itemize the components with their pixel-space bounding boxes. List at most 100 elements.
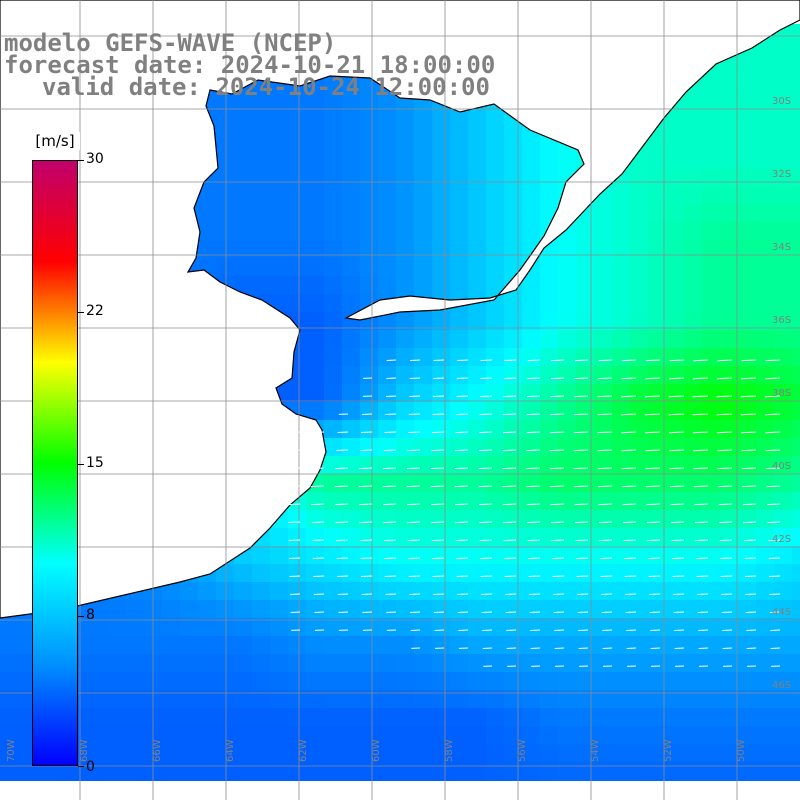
wind-speed-cell [396, 204, 415, 223]
wind-speed-cell [774, 672, 793, 691]
wind-speed-cell [558, 492, 577, 511]
wind-speed-cell [288, 726, 307, 745]
wind-speed-cell [594, 510, 613, 529]
wind-speed-cell [522, 276, 541, 295]
wind-arrow [455, 521, 469, 524]
wind-speed-cell [126, 654, 145, 673]
wind-speed-cell [756, 114, 775, 133]
wind-arrow [526, 503, 541, 506]
wind-speed-cell [144, 600, 163, 619]
wind-speed-cell [396, 492, 415, 511]
wind-speed-cell [522, 708, 541, 727]
wind-speed-cell [234, 744, 253, 763]
wind-speed-cell [756, 456, 775, 475]
wind-arrow [622, 359, 637, 362]
wind-speed-cell [558, 762, 577, 781]
wind-speed-cell [270, 546, 289, 565]
wind-speed-cell [378, 348, 397, 367]
wind-speed-cell [396, 258, 415, 277]
wind-speed-cell [504, 762, 523, 781]
wind-speed-cell [162, 618, 181, 637]
colorbar-tickmark [78, 464, 84, 465]
wind-speed-cell [252, 150, 271, 169]
wind-arrow [480, 359, 493, 362]
wind-speed-cell [432, 492, 451, 511]
wind-speed-cell [558, 276, 577, 295]
wind-speed-cell [558, 456, 577, 475]
wind-speed-cell [756, 618, 775, 637]
wind-arrow [312, 449, 325, 452]
wind-speed-cell [0, 690, 19, 709]
wind-speed-cell [216, 672, 235, 691]
wind-speed-cell [90, 708, 109, 727]
wind-arrow [740, 395, 757, 398]
wind-speed-cell [288, 276, 307, 295]
wind-speed-cell [342, 510, 361, 529]
wind-speed-cell [774, 222, 793, 241]
wind-speed-cell [630, 384, 649, 403]
wind-speed-cell [738, 294, 757, 313]
wind-speed-cell [414, 762, 433, 781]
wind-speed-cell [594, 366, 613, 385]
wind-speed-cell [468, 150, 487, 169]
wind-arrow [359, 467, 373, 470]
wind-speed-cell [756, 438, 775, 457]
wind-speed-cell [288, 564, 307, 583]
wind-speed-cell [324, 456, 343, 475]
wind-speed-cell [594, 762, 613, 781]
wind-speed-cell [432, 654, 451, 673]
wind-speed-cell [432, 708, 451, 727]
wind-arrow [361, 431, 373, 434]
wind-speed-cell [522, 510, 541, 529]
wind-speed-cell [180, 618, 199, 637]
wind-speed-cell [684, 240, 703, 259]
wind-speed-cell [648, 492, 667, 511]
wind-speed-cell [306, 708, 325, 727]
wind-arrow [669, 485, 685, 488]
wind-speed-cell [666, 726, 685, 745]
wind-speed-cell [414, 564, 433, 583]
wind-speed-cell [378, 420, 397, 439]
wind-speed-cell [360, 528, 379, 547]
wind-speed-cell [666, 762, 685, 781]
wind-arrow [311, 521, 325, 524]
wind-speed-cell [702, 132, 721, 151]
wind-speed-cell [756, 312, 775, 331]
wind-speed-cell [774, 744, 793, 763]
wind-speed-cell [576, 582, 595, 601]
wind-speed-cell [540, 456, 559, 475]
wind-speed-cell [234, 582, 253, 601]
wind-arrow [456, 413, 469, 416]
wind-speed-cell [738, 258, 757, 277]
wind-speed-cell [720, 78, 739, 97]
wind-speed-cell [468, 582, 487, 601]
wind-arrow [721, 593, 733, 596]
wind-speed-cell [36, 762, 55, 781]
wind-speed-cell [720, 654, 739, 673]
wind-speed-cell [378, 366, 397, 385]
wind-speed-cell [684, 168, 703, 187]
wind-speed-cell [396, 222, 415, 241]
wind-speed-cell [522, 726, 541, 745]
wind-speed-cell [270, 186, 289, 205]
wind-speed-cell [720, 420, 739, 439]
wind-speed-cell [0, 654, 19, 673]
wind-speed-cell [486, 708, 505, 727]
wind-speed-cell [720, 204, 739, 223]
wind-speed-cell [576, 510, 595, 529]
wind-speed-cell [630, 240, 649, 259]
wind-speed-cell [720, 348, 739, 367]
wind-speed-cell [234, 654, 253, 673]
wind-speed-cell [702, 546, 721, 565]
wind-speed-cell [684, 456, 703, 475]
wind-speed-cell [378, 636, 397, 655]
wind-speed-cell [702, 654, 721, 673]
wind-speed-cell [684, 258, 703, 277]
wind-speed-cell [72, 762, 91, 781]
wind-speed-cell [432, 510, 451, 529]
wind-speed-cell [612, 582, 631, 601]
wind-speed-cell [432, 204, 451, 223]
wind-speed-cell [738, 618, 757, 637]
wind-speed-cell [702, 150, 721, 169]
